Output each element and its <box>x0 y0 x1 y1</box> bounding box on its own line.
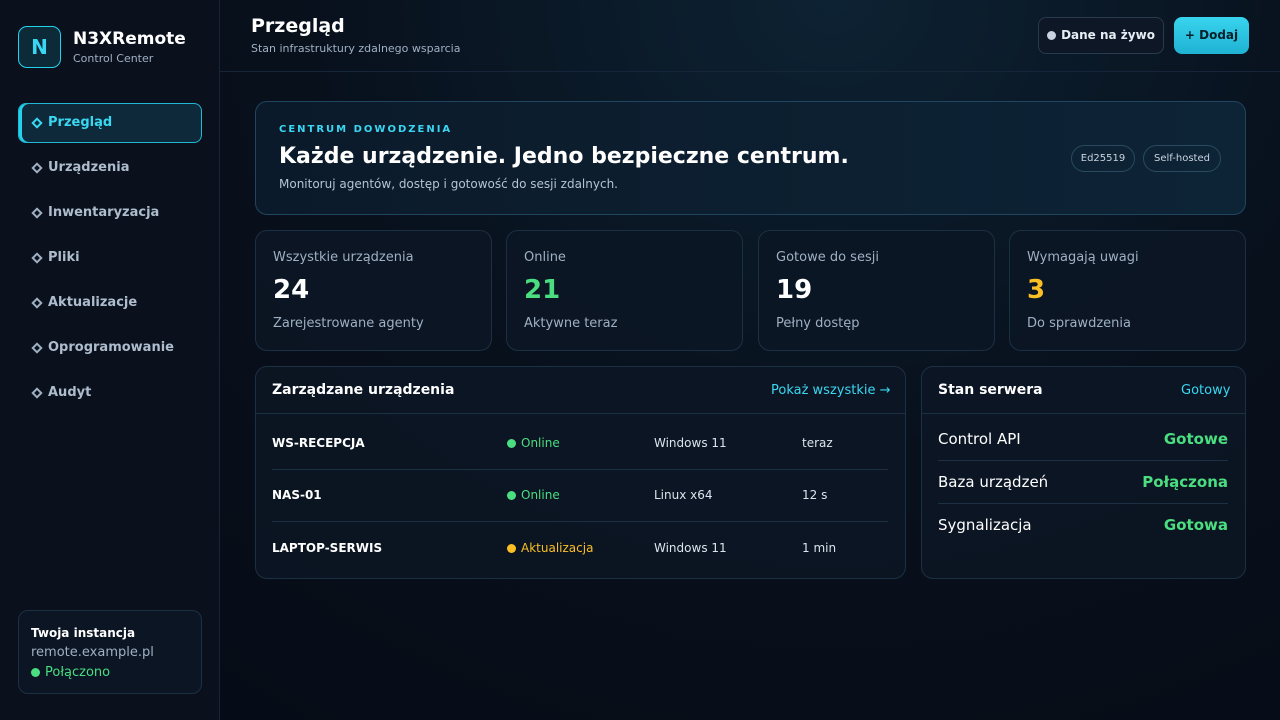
nav-item[interactable] <box>18 373 202 413</box>
device-status: Aktualizacja <box>507 541 593 555</box>
page-subtitle: Stan infrastruktury zdalnego wsparcia <box>251 42 461 55</box>
tag: Self-hosted <box>1143 145 1221 172</box>
status-dot <box>507 439 516 448</box>
row-divider <box>272 469 888 470</box>
device-seen: 12 s <box>802 488 828 502</box>
show-all-link[interactable]: Pokaż wszystkie → <box>771 383 891 398</box>
devices-panel <box>255 366 906 579</box>
stat-value: 19 <box>776 275 813 305</box>
status-dot <box>31 668 40 677</box>
nav-label[interactable]: Oprogramowanie <box>48 340 174 355</box>
stat-card <box>758 230 995 351</box>
server-row-value: Gotowa <box>1163 516 1228 534</box>
panel-divider <box>922 413 1245 414</box>
brand-name: N3XRemote <box>73 29 186 49</box>
device-status: Online <box>507 436 560 450</box>
stat-card <box>255 230 492 351</box>
stat-value: 21 <box>524 275 561 305</box>
stat-label: Wszystkie urządzenia <box>273 250 414 265</box>
stat-value: 24 <box>273 275 310 305</box>
nav-item[interactable] <box>18 238 202 278</box>
header-divider <box>220 71 1280 72</box>
server-row-label: Baza urządzeń <box>938 473 1049 491</box>
nav-item[interactable] <box>18 103 202 143</box>
add-button[interactable]: + Dodaj <box>1174 17 1249 54</box>
device-seen: teraz <box>802 436 833 450</box>
hero-title: Każde urządzenie. Jedno bezpieczne centr… <box>279 144 849 169</box>
status-dot <box>1047 31 1057 40</box>
devices-title: Zarządzane urządzenia <box>272 382 455 398</box>
nav-label[interactable]: Aktualizacje <box>48 295 138 310</box>
server-panel <box>921 366 1246 579</box>
stat-note: Aktywne teraz <box>524 316 618 331</box>
status-dot <box>507 544 516 553</box>
row-divider <box>938 460 1228 461</box>
server-title: Stan serwera <box>938 382 1043 398</box>
nav-label[interactable]: Audyt <box>48 385 92 400</box>
stat-card <box>506 230 743 351</box>
page-title: Przegląd <box>251 15 345 37</box>
status-dot <box>507 491 516 500</box>
instance-title: Twoja instancja <box>31 626 136 640</box>
nav-label[interactable]: Przegląd <box>48 115 113 130</box>
stat-label: Wymagają uwagi <box>1027 250 1139 265</box>
live-button[interactable]: Dane na żywo <box>1038 17 1164 54</box>
instance-host: remote.example.pl <box>31 645 154 660</box>
nav-label[interactable]: Pliki <box>48 250 80 265</box>
stat-value: 3 <box>1027 275 1046 305</box>
device-os: Windows 11 <box>654 541 727 555</box>
server-row-value: Połączona <box>1142 473 1228 491</box>
stat-note: Zarejestrowane agenty <box>273 316 424 331</box>
server-row-label: Sygnalizacja <box>938 516 1032 534</box>
hero-description: Monitoruj agentów, dostęp i gotowość do … <box>279 177 618 191</box>
instance-status: Połączono <box>31 665 110 680</box>
stat-note: Do sprawdzenia <box>1027 316 1131 331</box>
device-name[interactable]: WS-RECEPCJA <box>272 436 365 450</box>
nav-label[interactable]: Inwentaryzacja <box>48 205 160 220</box>
hero-eyebrow: CENTRUM DOWODZENIA <box>279 124 453 135</box>
device-name[interactable]: LAPTOP-SERWIS <box>272 541 383 555</box>
stat-label: Gotowe do sesji <box>776 250 879 265</box>
server-row-label: Control API <box>938 430 1021 448</box>
stat-card <box>1009 230 1246 351</box>
brand-subtitle: Control Center <box>73 52 154 65</box>
device-seen: 1 min <box>802 541 837 555</box>
row-divider <box>272 521 888 522</box>
device-name[interactable]: NAS-01 <box>272 488 322 502</box>
stat-note: Pełny dostęp <box>776 316 860 331</box>
stat-label: Online <box>524 250 566 265</box>
device-os: Linux x64 <box>654 488 713 502</box>
panel-divider <box>256 413 905 414</box>
logo: N <box>18 26 61 68</box>
row-divider <box>938 503 1228 504</box>
instance-card <box>18 610 202 694</box>
nav-label[interactable]: Urządzenia <box>48 160 130 175</box>
server-status: Gotowy <box>1181 383 1231 398</box>
server-row-value: Gotowe <box>1163 430 1228 448</box>
device-os: Windows 11 <box>654 436 727 450</box>
device-status: Online <box>507 488 560 502</box>
tag: Ed25519 <box>1071 145 1135 172</box>
